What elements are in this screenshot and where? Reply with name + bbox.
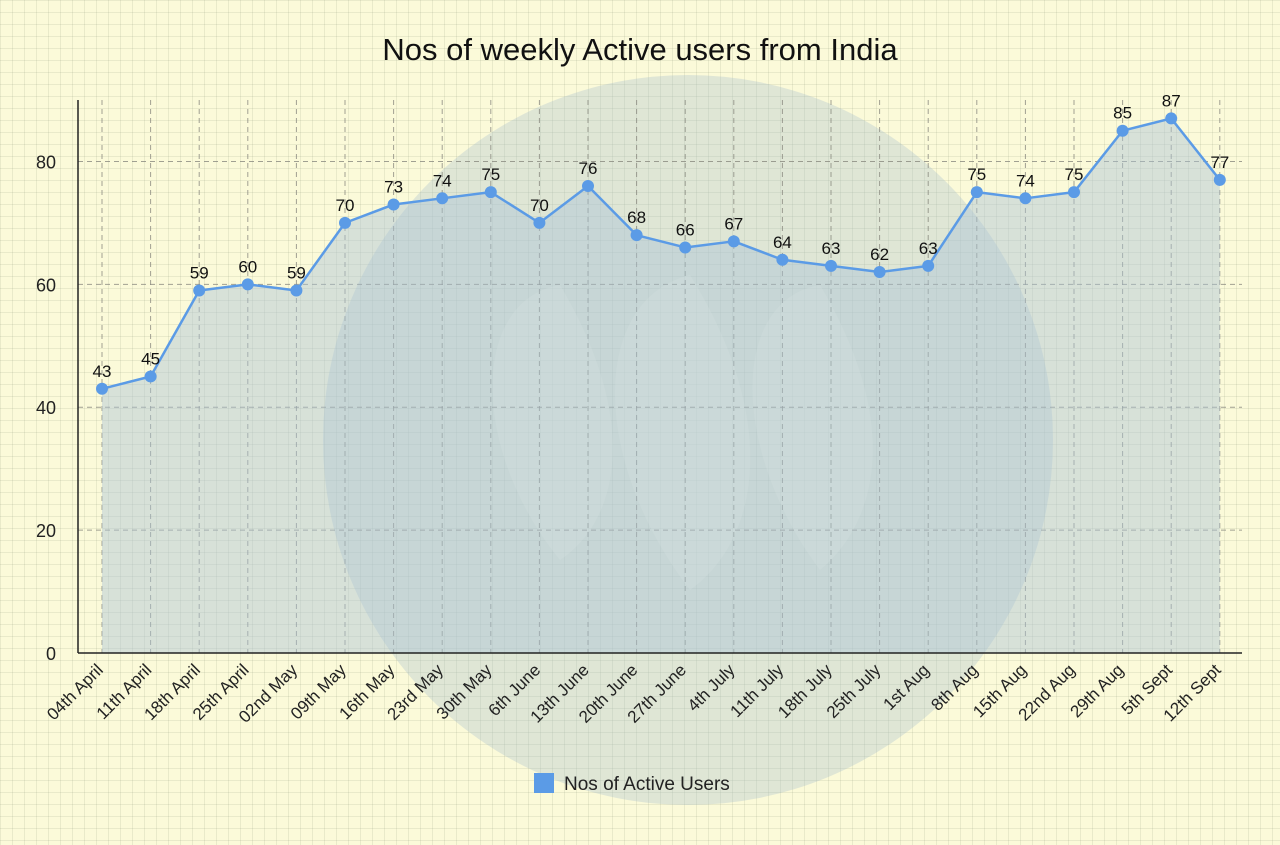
data-label: 63 xyxy=(822,239,841,258)
data-point xyxy=(339,216,351,229)
data-point xyxy=(533,216,546,229)
data-point xyxy=(727,235,740,248)
data-point xyxy=(484,186,497,199)
data-point xyxy=(193,284,206,297)
data-point xyxy=(1019,192,1032,205)
data-point xyxy=(825,259,837,272)
data-label: 67 xyxy=(724,214,743,233)
grid xyxy=(78,100,1242,653)
data-label: 64 xyxy=(773,233,792,252)
legend-swatch xyxy=(534,773,554,793)
data-label: 66 xyxy=(676,220,695,239)
data-label: 74 xyxy=(433,171,452,190)
data-label: 87 xyxy=(1162,91,1181,110)
data-labels: 43 45 59 60 59 70 73 74 75 70 76 68 66 67 64 63 62 63 75 74… xyxy=(93,91,1230,380)
axes xyxy=(77,100,1242,654)
y-tick-label: 60 xyxy=(36,275,56,295)
data-label: 70 xyxy=(530,196,549,215)
data-label: 59 xyxy=(287,263,306,282)
y-tick-label: 80 xyxy=(36,152,56,172)
data-label: 77 xyxy=(1210,153,1229,172)
data-label: 73 xyxy=(384,177,403,196)
data-point xyxy=(387,198,400,211)
data-label: 75 xyxy=(967,165,986,184)
series-area xyxy=(102,118,1220,653)
data-label: 75 xyxy=(481,165,500,184)
data-label: 74 xyxy=(1016,171,1035,190)
legend-label: Nos of Active Users xyxy=(564,774,730,795)
data-label: 45 xyxy=(141,350,160,369)
data-point xyxy=(1116,124,1129,137)
y-axis-ticks: 0 20 40 60 80 xyxy=(36,152,56,664)
data-point xyxy=(776,253,789,266)
series-line-path xyxy=(101,117,1221,391)
x-tick-label: 29th Aug xyxy=(1067,660,1128,721)
legend: Nos of Active Users xyxy=(534,773,730,795)
data-point xyxy=(144,370,157,383)
data-point xyxy=(1213,173,1226,186)
data-label: 68 xyxy=(627,208,646,227)
data-label: 63 xyxy=(919,239,938,258)
data-point xyxy=(96,382,108,395)
data-label: 43 xyxy=(93,362,112,381)
data-point xyxy=(241,278,254,291)
data-label: 60 xyxy=(238,257,257,276)
series-line xyxy=(101,117,1221,391)
data-point xyxy=(582,180,594,193)
data-point xyxy=(1165,112,1178,125)
y-tick-label: 0 xyxy=(46,644,56,664)
data-point xyxy=(970,186,983,199)
data-label: 76 xyxy=(579,159,598,178)
data-point xyxy=(1068,186,1080,199)
data-point xyxy=(679,241,692,254)
data-label: 75 xyxy=(1065,165,1084,184)
y-tick-label: 40 xyxy=(36,398,56,418)
data-label: 85 xyxy=(1113,104,1132,123)
data-point xyxy=(290,284,303,297)
data-point xyxy=(922,259,935,272)
data-point xyxy=(873,266,886,279)
area-fill xyxy=(102,118,1220,653)
data-label: 70 xyxy=(336,196,355,215)
data-point xyxy=(436,192,449,205)
chart-title: Nos of weekly Active users from India xyxy=(382,32,898,67)
data-points xyxy=(96,112,1226,395)
data-label: 62 xyxy=(870,245,889,264)
data-label: 59 xyxy=(190,263,209,282)
y-tick-label: 20 xyxy=(36,521,56,541)
data-point xyxy=(630,229,643,242)
